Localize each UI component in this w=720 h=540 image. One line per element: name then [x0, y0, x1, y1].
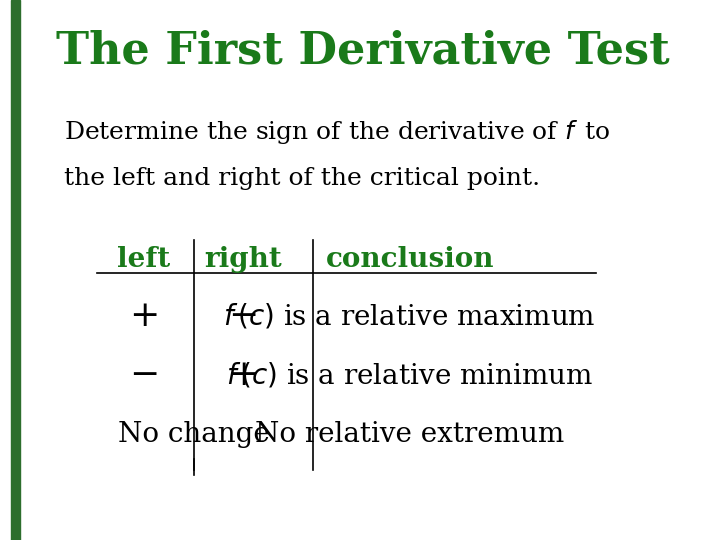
Text: $f\,(c)$ is a relative maximum: $f\,(c)$ is a relative maximum — [223, 301, 596, 330]
Text: $f\,(c)$ is a relative minimum: $f\,(c)$ is a relative minimum — [226, 361, 593, 390]
Text: right: right — [204, 246, 282, 273]
Text: No change: No change — [118, 421, 270, 448]
Text: +: + — [228, 359, 258, 392]
Text: Determine the sign of the derivative of $f\,$ to: Determine the sign of the derivative of … — [64, 118, 611, 146]
Text: left: left — [117, 246, 171, 273]
Text: +: + — [129, 299, 159, 333]
Text: the left and right of the critical point.: the left and right of the critical point… — [64, 167, 541, 190]
Text: −: − — [228, 299, 258, 333]
Bar — [11, 0, 19, 540]
Text: −: − — [129, 359, 159, 392]
Text: The First Derivative Test: The First Derivative Test — [56, 30, 670, 73]
Text: conclusion: conclusion — [325, 246, 494, 273]
Text: No relative extremum: No relative extremum — [255, 421, 564, 448]
